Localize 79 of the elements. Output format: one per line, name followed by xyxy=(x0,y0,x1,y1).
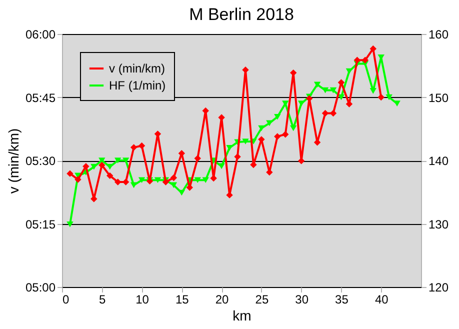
y-tick-label: 06:00 xyxy=(25,28,56,42)
x-tick-label: 35 xyxy=(335,292,349,306)
point xyxy=(266,120,273,126)
point xyxy=(386,94,392,100)
x-tick-label: 30 xyxy=(295,292,309,306)
point xyxy=(242,66,249,74)
y2-tick-label: 150 xyxy=(428,90,449,105)
point xyxy=(130,144,138,151)
x-axis-title: km xyxy=(232,308,252,324)
point xyxy=(114,178,122,186)
point xyxy=(258,125,265,132)
point xyxy=(170,174,178,182)
point xyxy=(362,56,369,64)
y-tick-label: 05:15 xyxy=(25,217,56,232)
point xyxy=(98,162,106,168)
point xyxy=(98,158,106,164)
point xyxy=(170,182,178,188)
y2-tick-label: 140 xyxy=(428,154,449,168)
point xyxy=(154,177,162,184)
point xyxy=(226,144,233,151)
x-tick-label: 0 xyxy=(62,292,70,306)
point xyxy=(330,87,337,94)
point xyxy=(242,138,249,144)
point xyxy=(194,155,201,162)
point xyxy=(274,114,281,120)
point xyxy=(322,110,329,117)
point xyxy=(74,176,82,183)
point xyxy=(106,164,114,170)
point xyxy=(298,158,305,164)
point xyxy=(218,163,225,170)
point xyxy=(370,88,376,94)
point xyxy=(66,170,74,177)
point xyxy=(274,133,281,140)
point xyxy=(90,196,98,202)
point xyxy=(114,158,122,164)
x-tick-label: 25 xyxy=(255,292,269,306)
point xyxy=(282,131,289,138)
point xyxy=(66,221,74,228)
y-axis-title: v (min/km) xyxy=(5,128,22,194)
point xyxy=(354,56,361,64)
point xyxy=(122,158,130,164)
point xyxy=(234,153,241,160)
y-tick-label: 05:45 xyxy=(25,90,56,105)
point xyxy=(250,161,257,168)
y2-tick-label: 130 xyxy=(428,217,449,232)
point xyxy=(138,142,146,150)
point xyxy=(138,177,146,184)
y-tick-label: 05:30 xyxy=(25,154,56,168)
y2-tick-label: 160 xyxy=(428,28,449,42)
legend-label: HF (1/min) xyxy=(109,78,166,92)
point xyxy=(378,94,384,101)
x-tick-label: 15 xyxy=(175,292,190,306)
legend-label: v (min/km) xyxy=(109,62,165,76)
point xyxy=(346,68,353,74)
point xyxy=(194,177,201,184)
point xyxy=(202,177,209,184)
y-tick-label: 05:00 xyxy=(25,280,56,294)
point xyxy=(330,110,337,117)
point xyxy=(282,100,289,106)
point xyxy=(130,182,138,188)
chart-title: M Berlin 2018 xyxy=(189,5,294,24)
point xyxy=(82,163,90,170)
point xyxy=(370,45,376,52)
point xyxy=(290,125,297,132)
x-tick-label: 40 xyxy=(374,292,389,306)
point xyxy=(178,190,186,196)
point xyxy=(162,178,170,186)
x-tick-label: 5 xyxy=(99,292,106,306)
point xyxy=(106,172,114,180)
point xyxy=(90,164,98,170)
x-tick-label: 10 xyxy=(136,292,150,306)
point xyxy=(218,114,225,121)
point xyxy=(322,87,329,94)
y2-tick-label: 120 xyxy=(428,280,449,294)
point xyxy=(314,82,321,88)
point xyxy=(226,192,233,198)
x-tick-label: 20 xyxy=(215,292,230,306)
point xyxy=(394,100,400,106)
point xyxy=(314,139,321,146)
